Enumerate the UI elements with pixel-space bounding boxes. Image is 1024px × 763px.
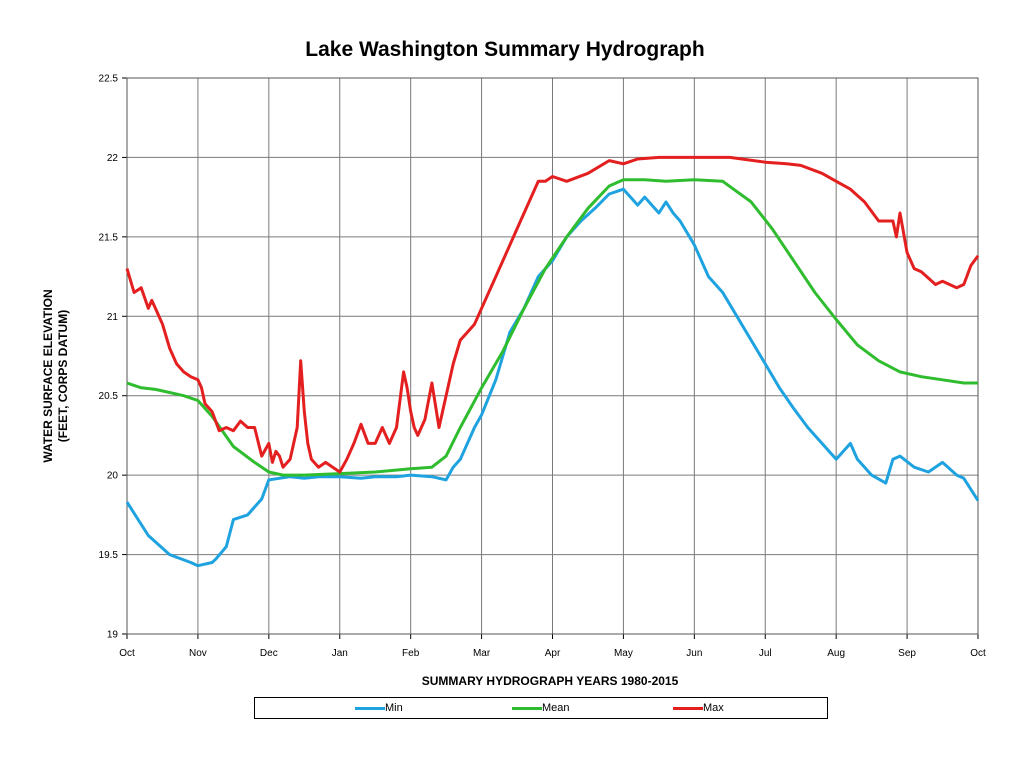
legend-item-min: Min <box>355 702 403 714</box>
legend-label-max: Max <box>703 702 724 714</box>
y-axis-label-line-1: WATER SURFACE ELEVATION <box>41 289 55 463</box>
y-axis-label: WATER SURFACE ELEVATION (FEET, CORPS DAT… <box>41 196 71 556</box>
x-tick-label: Sep <box>898 648 916 659</box>
x-tick-label: Apr <box>545 648 561 659</box>
legend: Min Mean Max <box>254 697 828 719</box>
legend-item-max: Max <box>673 702 724 714</box>
x-tick-label: Jun <box>686 648 702 659</box>
x-tick-label: Aug <box>827 648 845 659</box>
legend-swatch-max <box>673 706 703 710</box>
x-axis-label: SUMMARY HYDROGRAPH YEARS 1980-2015 <box>421 674 679 688</box>
y-tick-label: 21 <box>107 312 119 323</box>
x-tick-label: Nov <box>189 648 207 659</box>
series-line-max <box>125 155 980 474</box>
series-line-mean <box>126 178 978 477</box>
plot-frame <box>126 77 979 635</box>
y-tick-label: 20 <box>107 471 119 482</box>
chart-title: Lake Washington Summary Hydrograph <box>305 38 705 61</box>
x-tick-label: Oct <box>970 648 986 659</box>
series-line-min <box>125 187 980 568</box>
tick-labels: 19 19.5 20 20.5 21 21.5 22 22.5 Oct Nov Dec Jan Feb M… <box>99 74 986 660</box>
y-tick-label: 22 <box>107 153 119 164</box>
y-tick-label: 22.5 <box>99 74 119 85</box>
x-tick-label: Feb <box>402 648 420 659</box>
legend-swatch-mean <box>512 706 542 710</box>
series-layer <box>125 155 980 568</box>
x-tick-label: Jul <box>759 648 772 659</box>
legend-label-mean: Mean <box>542 702 570 714</box>
legend-swatch-min <box>355 706 385 710</box>
legend-label-min: Min <box>385 702 403 714</box>
y-axis-label-line-2: (FEET, CORPS DATUM) <box>56 309 70 443</box>
y-tick-label: 20.5 <box>99 391 119 402</box>
y-tick-label: 19.5 <box>99 550 119 561</box>
x-tick-label: Jan <box>332 648 348 659</box>
y-tick-label: 19 <box>107 630 119 641</box>
x-tick-label: May <box>614 648 633 659</box>
legend-item-mean: Mean <box>512 702 570 714</box>
grid-lines <box>122 77 979 639</box>
x-tick-label: Oct <box>119 648 135 659</box>
y-tick-label: 21.5 <box>99 232 119 243</box>
x-tick-label: Dec <box>260 648 278 659</box>
x-tick-label: Mar <box>473 648 491 659</box>
